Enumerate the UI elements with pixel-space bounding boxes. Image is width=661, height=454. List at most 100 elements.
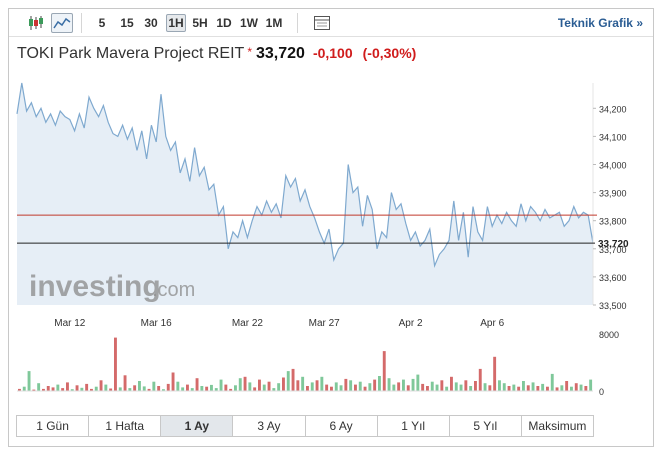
volume-bar (248, 382, 252, 391)
interval-1h-button[interactable]: 1H (166, 14, 186, 32)
period-3-months[interactable]: 3 Ay (233, 416, 306, 436)
interval-1m-button[interactable]: 1M (265, 16, 283, 30)
chart-toolbar: 5 15 30 1H 5H 1D 1W 1M Teknik Grafik » (9, 9, 653, 37)
volume-bar (411, 378, 415, 391)
volume-bar (99, 380, 103, 391)
volume-bar (171, 372, 175, 391)
volume-bar (243, 376, 247, 392)
period-selector: 1 Gün 1 Hafta 1 Ay 3 Ay 6 Ay 1 Yıl 5 Yıl… (16, 415, 594, 437)
volume-bar (445, 386, 449, 391)
period-1-month[interactable]: 1 Ay (161, 416, 234, 436)
star-marker: * (247, 45, 252, 59)
volume-bar (325, 384, 329, 391)
period-6-months[interactable]: 6 Ay (306, 416, 378, 436)
period-1-day[interactable]: 1 Gün (17, 416, 90, 436)
volume-bar (114, 337, 117, 391)
volume-bar (282, 377, 285, 391)
volume-bar (526, 385, 530, 391)
volume-bar (406, 385, 410, 391)
volume-bar (258, 379, 261, 391)
volume-bar (555, 387, 559, 391)
price-change-percent: (-0,30%) (362, 45, 417, 61)
volume-bar (450, 376, 453, 392)
volume-bar (368, 383, 372, 391)
volume-bar (51, 387, 55, 391)
x-tick-label: Mar 22 (232, 318, 264, 329)
volume-bar (469, 386, 473, 391)
interval-15-button[interactable]: 15 (120, 16, 134, 30)
volume-bar (277, 383, 281, 391)
volume-bar (541, 383, 545, 391)
last-price: 33,720 (256, 45, 305, 62)
volume-bar (536, 386, 540, 391)
volume-bar (27, 371, 31, 391)
volume-bar (459, 384, 463, 391)
volume-bar (363, 386, 367, 391)
price-area-fill (17, 83, 593, 305)
y-tick-label: 33,600 (599, 273, 627, 283)
volume-bar (66, 382, 69, 391)
volume-bar (85, 383, 89, 391)
interval-30-button[interactable]: 30 (144, 16, 158, 30)
volume-bar (301, 376, 305, 392)
chart-widget: 5 15 30 1H 5H 1D 1W 1M Teknik Grafik » T… (8, 8, 654, 447)
volume-bar (354, 384, 357, 391)
x-tick-label: Mar 27 (309, 318, 341, 329)
volume-bar (37, 383, 41, 391)
volume-bar (80, 387, 84, 391)
volume-bar (560, 385, 564, 391)
calendar-icon[interactable] (311, 13, 333, 33)
volume-bar (224, 384, 228, 391)
volume-bar (392, 384, 396, 391)
volume-bar (123, 375, 127, 391)
volume-bar (138, 381, 141, 391)
volume-bar (373, 379, 377, 391)
volume-bar (464, 380, 468, 391)
volume-bar (306, 386, 309, 391)
interval-1w-button[interactable]: 1W (240, 16, 258, 30)
volume-bar (402, 379, 405, 391)
price-chart[interactable]: 33,720 33,500 33,600 33,700 33,800 33,900 34,… (9, 9, 653, 409)
y-tick-label: 34,200 (599, 104, 627, 114)
period-1-week[interactable]: 1 Hafta (89, 416, 162, 436)
volume-bar (517, 386, 521, 391)
volume-bar (118, 387, 122, 391)
volume-bar (512, 384, 516, 391)
volume-bar (75, 385, 79, 391)
volume-bar (589, 379, 593, 391)
period-1-year[interactable]: 1 Yıl (378, 416, 450, 436)
volume-bar (430, 381, 434, 391)
interval-5-button[interactable]: 5 (98, 16, 106, 30)
interval-1d-button[interactable]: 1D (216, 16, 232, 30)
volume-bar (483, 383, 487, 391)
volume-bar (142, 386, 146, 391)
volume-bar (234, 385, 237, 391)
volume-bar (440, 380, 444, 391)
volume-bar (502, 383, 506, 391)
volume-bar (349, 380, 353, 391)
volume-bar (166, 383, 170, 391)
x-tick-label: Mar 12 (54, 318, 86, 329)
volume-bar (382, 351, 386, 391)
volume-bar (176, 381, 180, 391)
y-tick-label: 34,100 (599, 132, 627, 142)
volume-bar (498, 380, 501, 391)
interval-5h-button[interactable]: 5H (192, 16, 208, 30)
volume-bar (488, 385, 492, 391)
volume-bar (474, 381, 477, 391)
volume-bar (579, 384, 583, 391)
volume-bar (214, 388, 218, 391)
volume-bar (565, 381, 569, 391)
volume-bar (584, 386, 588, 391)
period-max[interactable]: Maksimum (528, 419, 587, 433)
current-price-label: 33,720 (598, 239, 629, 250)
volume-bar (219, 379, 223, 391)
volume-bar (296, 380, 300, 391)
period-5-years[interactable]: 5 Yıl (450, 416, 522, 436)
area-chart-icon[interactable] (51, 13, 73, 33)
volume-bar (546, 386, 549, 391)
technical-chart-link[interactable]: Teknik Grafik » (557, 16, 643, 30)
volume-bar (358, 381, 362, 391)
candlestick-icon[interactable] (25, 13, 47, 33)
volume-bar (61, 388, 65, 391)
